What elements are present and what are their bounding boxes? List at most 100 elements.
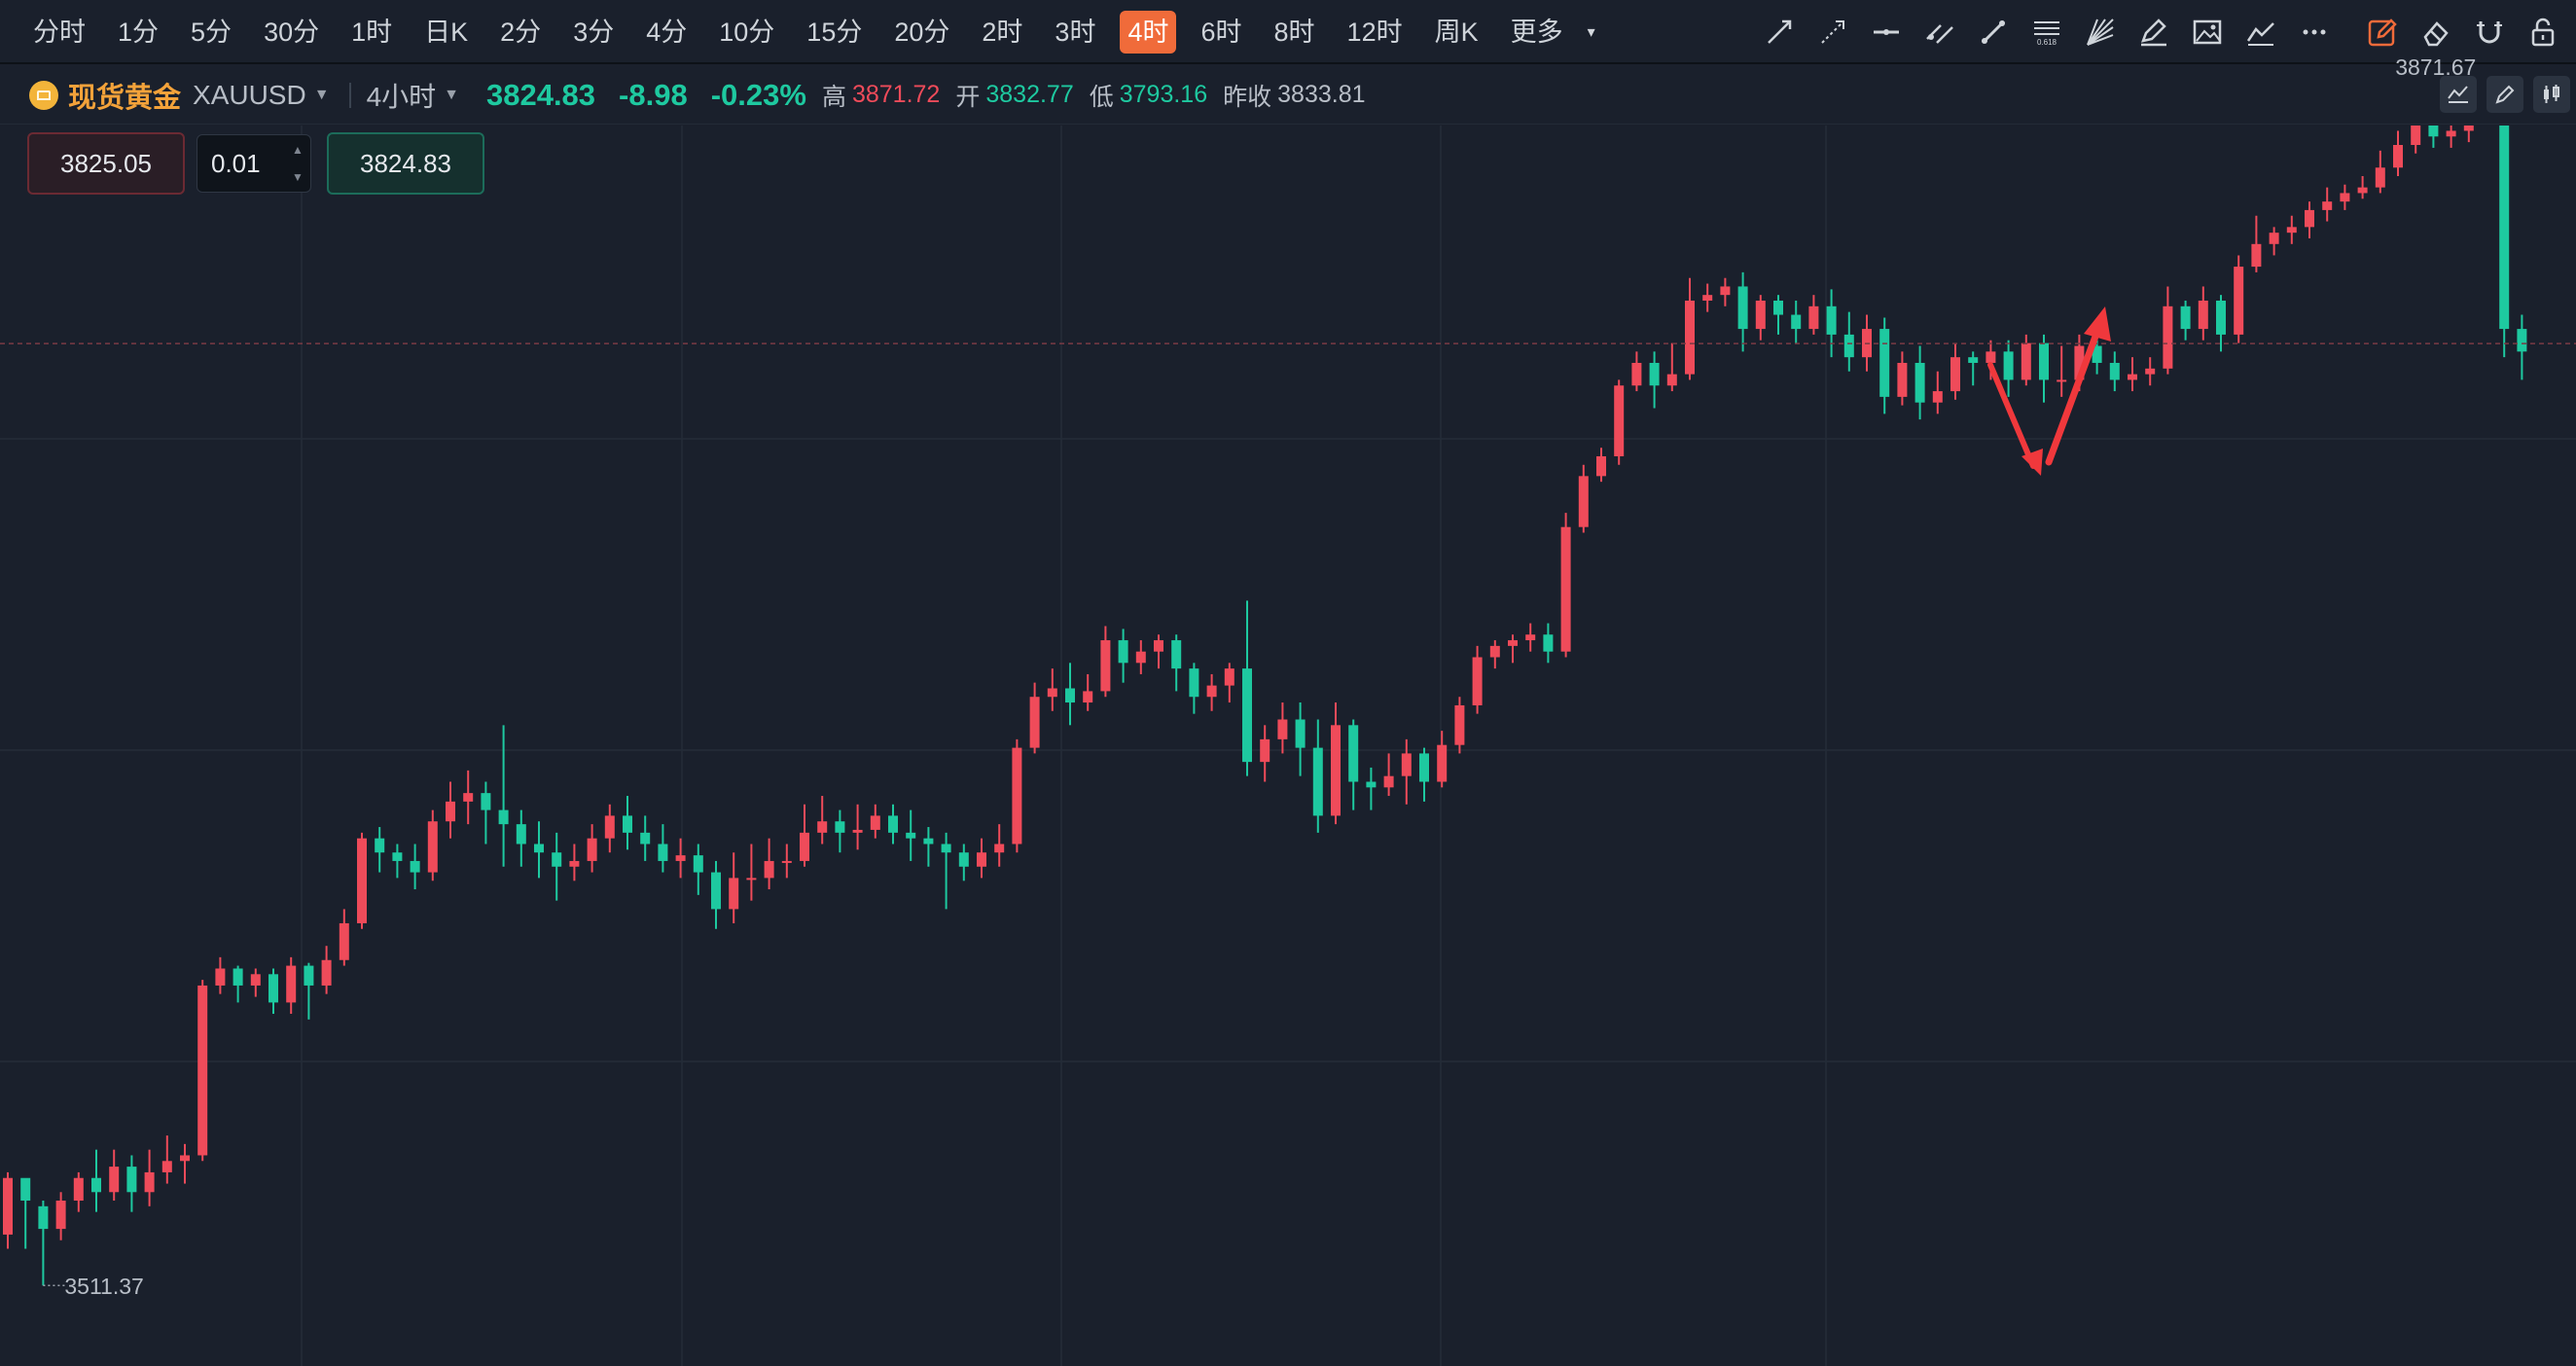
trend-line-tool-button[interactable] xyxy=(1760,13,1799,52)
sell-button[interactable]: 3825.05 xyxy=(27,132,185,195)
candle-body xyxy=(1614,385,1625,456)
high-label: 高 xyxy=(821,83,846,111)
magnet-tool-button[interactable] xyxy=(2470,13,2509,52)
timeframe-1[interactable]: 1分 xyxy=(118,18,160,47)
buy-button[interactable]: 3824.83 xyxy=(327,132,484,195)
candle-body xyxy=(1879,329,1890,397)
symbol-dropdown-icon[interactable]: ▼ xyxy=(313,86,330,103)
period-dropdown-icon[interactable]: ▼ xyxy=(444,86,459,103)
magnet-icon xyxy=(2477,21,2502,44)
parallel-channel-tool-button[interactable] xyxy=(1920,13,1959,52)
candle-body xyxy=(91,1177,101,1193)
candle-body xyxy=(463,793,474,802)
indicator-toggle-button[interactable] xyxy=(2440,76,2477,113)
candle-body xyxy=(2109,362,2120,380)
decrease-quantity-icon[interactable]: ▼ xyxy=(292,170,304,184)
timeframe-0[interactable]: 分时 xyxy=(33,18,86,47)
candle-body xyxy=(73,1177,84,1202)
timeframe-10[interactable]: 15分 xyxy=(806,18,863,47)
candle-body xyxy=(2517,329,2527,352)
candle-body xyxy=(2198,300,2208,330)
candle-body xyxy=(2216,300,2226,335)
candle-body xyxy=(977,852,986,867)
more-dropdown-icon[interactable]: ▾ xyxy=(1587,24,1595,41)
candle-body xyxy=(1206,685,1217,698)
candle-body xyxy=(729,878,739,910)
candle-body xyxy=(2305,209,2314,228)
timeframe-18[interactable]: 周K xyxy=(1434,18,1479,47)
timeframe-5[interactable]: 日K xyxy=(424,18,469,47)
candle-body xyxy=(1914,362,1925,403)
quantity-input[interactable] xyxy=(197,135,285,192)
timeframe-17[interactable]: 12时 xyxy=(1346,18,1403,47)
period-selector[interactable]: 4小时 xyxy=(366,81,437,112)
ray-icon xyxy=(1821,20,1844,44)
symbol-name[interactable]: 现货黄金 xyxy=(68,82,182,114)
candle-body xyxy=(2021,342,2031,380)
candle-body xyxy=(781,860,792,863)
drawn-arrows[interactable] xyxy=(1987,306,2111,476)
candle-body xyxy=(427,821,438,873)
candle-body xyxy=(161,1161,172,1172)
timeframe-2[interactable]: 5分 xyxy=(191,18,233,47)
candle-body xyxy=(2499,126,2510,330)
lock-tool-button[interactable] xyxy=(2523,13,2562,52)
candle-body xyxy=(1649,362,1660,386)
timeframe-toolbar: 分时 1分 5分 30分 1时 日K 2分 3分 4分 10分 15分 20分 2时 3时 4时 6时 8时 12… xyxy=(0,0,2576,64)
timeframe-7[interactable]: 3分 xyxy=(573,18,615,47)
timeframe-8[interactable]: 4分 xyxy=(646,18,688,47)
candle-body xyxy=(1737,286,1748,330)
chart-canvas[interactable] xyxy=(0,126,2576,1366)
timeframe-19[interactable]: 更多 xyxy=(1510,18,1563,47)
candle-body xyxy=(1348,725,1359,782)
eraser-tool-button[interactable] xyxy=(2416,13,2455,52)
candle-body xyxy=(180,1155,190,1162)
fibonacci-tool-button[interactable]: 0.618 xyxy=(2027,13,2066,52)
candle-body xyxy=(1808,306,1819,330)
candlestick-chart[interactable]: 3871.67 3511.37 xyxy=(0,54,2576,1366)
candle-body xyxy=(958,852,969,867)
candle-style-button[interactable] xyxy=(2533,76,2570,113)
pen-tool-button[interactable] xyxy=(2134,13,2173,52)
ray-tool-button[interactable] xyxy=(1813,13,1852,52)
indicator-icon xyxy=(2448,86,2468,103)
candle-body xyxy=(1508,640,1518,646)
candle-body xyxy=(2039,342,2049,380)
timeframe-15[interactable]: 6时 xyxy=(1200,18,1242,47)
trend-line-icon xyxy=(1768,19,1792,44)
pen-icon xyxy=(2495,85,2515,104)
candle-body xyxy=(2163,306,2173,369)
candle-body xyxy=(268,974,278,1003)
horizontal-line-tool-button[interactable] xyxy=(1867,13,1906,52)
segment-tool-button[interactable] xyxy=(1974,13,2013,52)
candle-body xyxy=(764,860,774,879)
timeframe-12[interactable]: 2时 xyxy=(982,18,1023,47)
gann-fan-icon xyxy=(2087,18,2114,46)
candle-body xyxy=(233,968,243,986)
more-tools-tool-button[interactable] xyxy=(2295,13,2334,52)
candle-body xyxy=(1631,362,1642,386)
timeframe-9[interactable]: 10分 xyxy=(719,18,775,47)
candle-body xyxy=(20,1177,31,1202)
timeframe-14[interactable]: 4时 xyxy=(1120,11,1177,54)
timeframe-4[interactable]: 1时 xyxy=(351,18,393,47)
timeframe-11[interactable]: 20分 xyxy=(894,18,950,47)
image-tool-button[interactable] xyxy=(2188,13,2227,52)
polyline-tool-button[interactable] xyxy=(2241,13,2280,52)
symbol-code[interactable]: XAUUSD xyxy=(193,79,306,110)
draw-toggle-button[interactable] xyxy=(2487,76,2523,113)
candle-body xyxy=(2463,126,2474,131)
increase-quantity-icon[interactable]: ▲ xyxy=(292,143,304,157)
gann-fan-tool-button[interactable] xyxy=(2081,13,2120,52)
candle-body xyxy=(2269,233,2279,244)
candle-body xyxy=(1755,300,1766,330)
candle-body xyxy=(675,855,686,861)
candle-body xyxy=(1312,747,1323,816)
timeframe-3[interactable]: 30分 xyxy=(264,18,320,47)
timeframe-16[interactable]: 8时 xyxy=(1273,18,1315,47)
price-change-pct: -0.23% xyxy=(710,77,806,112)
timeframe-13[interactable]: 3时 xyxy=(1055,18,1096,47)
timeframe-6[interactable]: 2分 xyxy=(500,18,542,47)
low-value: 3793.16 xyxy=(1119,81,1208,108)
edit-tool-button[interactable] xyxy=(2363,13,2402,52)
